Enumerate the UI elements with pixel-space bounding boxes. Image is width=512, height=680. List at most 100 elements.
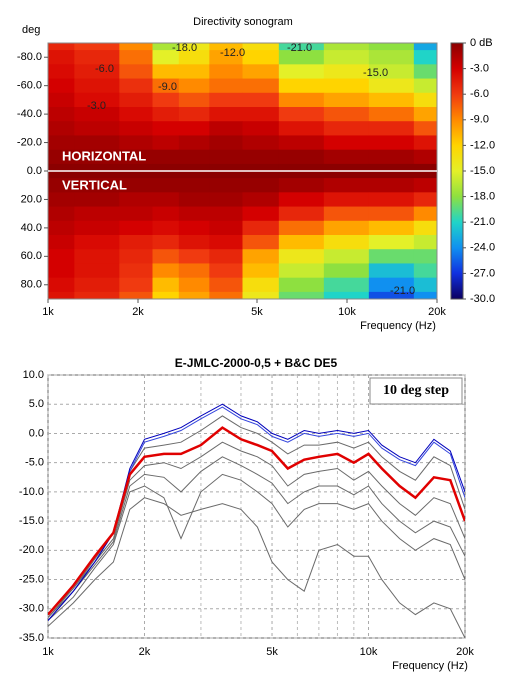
series-line	[48, 456, 465, 618]
heatmap-cell	[278, 235, 325, 250]
heatmap-cell	[323, 43, 370, 51]
x-tick-label: 5k	[266, 646, 278, 658]
heatmap-cell	[323, 121, 370, 136]
heatmap-cell	[413, 192, 438, 208]
x-tick-label: 20k	[456, 646, 474, 658]
series-line	[48, 441, 465, 615]
heatmap-cell	[119, 277, 153, 293]
y-tick-label: 5.0	[29, 398, 44, 410]
heatmap-cell	[152, 92, 180, 108]
heatmap-cell	[278, 220, 325, 236]
heatmap-cell	[152, 149, 180, 165]
x-axis-label: Frequency (Hz)	[360, 320, 436, 332]
plot-area	[47, 374, 466, 639]
heatmap-cell	[323, 192, 370, 208]
heatmap-cell	[152, 43, 180, 51]
heatmap-cell	[323, 206, 370, 222]
heatmap-cell	[242, 43, 280, 51]
heatmap-cell	[119, 220, 153, 236]
heatmap-cell	[323, 64, 370, 80]
y-tick-label: -15.0	[19, 515, 44, 527]
heatmap-cell	[323, 107, 370, 122]
heatmap-cell	[413, 178, 438, 193]
contour-label: -21.0	[287, 42, 312, 54]
y-tick-label: -60.0	[17, 80, 42, 92]
heatmap-cell	[413, 121, 438, 136]
heatmap-cell	[48, 107, 75, 122]
heatmap-cell	[278, 43, 325, 51]
heatmap-cell	[413, 235, 438, 250]
y-tick-label: -40.0	[17, 108, 42, 120]
heatmap-cell	[178, 149, 210, 165]
heatmap-cell	[178, 235, 210, 250]
heatmap-cell	[242, 107, 280, 122]
x-tick-label: 10k	[360, 646, 378, 658]
heatmap-cell	[178, 249, 210, 264]
heatmap-cell	[323, 235, 370, 250]
heatmap-cell	[119, 178, 153, 193]
heatmap-cell	[278, 263, 325, 279]
heatmap-cell	[152, 206, 180, 222]
y-tick-label: 60.0	[21, 250, 42, 262]
heatmap-cell	[74, 121, 120, 136]
heatmap-cell	[178, 291, 210, 300]
heatmap-cell	[178, 135, 210, 151]
contour-label: -18.0	[172, 42, 197, 54]
heatmap-cell	[209, 249, 243, 264]
annotation-box	[369, 377, 463, 405]
heatmap-cell	[152, 121, 180, 136]
y-tick-label: -20.0	[19, 544, 44, 556]
heatmap-cell	[278, 107, 325, 122]
heatmap-cell	[178, 220, 210, 236]
colorbar-label: -18.0	[470, 191, 495, 203]
heatmap-cell	[413, 92, 438, 108]
heatmap-cell	[278, 291, 325, 300]
x-tick-label: 2k	[132, 306, 144, 318]
contour-label: -21.0	[390, 285, 415, 297]
heatmap-cell	[278, 178, 325, 193]
heatmap-cell	[74, 50, 120, 65]
heatmap-cell	[74, 64, 120, 80]
heatmap-cell	[242, 78, 280, 94]
heatmap-cell	[178, 121, 210, 136]
heatmap-cell	[152, 277, 180, 293]
heatmap-cell	[152, 192, 180, 208]
heatmap-cell	[119, 291, 153, 300]
heatmap-cell	[178, 64, 210, 80]
heatmap-cell	[323, 277, 370, 293]
heatmap-cell	[242, 121, 280, 136]
heatmap-cell	[178, 107, 210, 122]
heatmap-cell	[209, 220, 243, 236]
heatmap-cell	[242, 92, 280, 108]
series-line	[48, 403, 465, 621]
heatmap-cell	[119, 263, 153, 279]
y-tick-label: -20.0	[17, 136, 42, 148]
chart-title: Directivity sonogram	[193, 16, 293, 28]
heatmap-cell	[48, 43, 75, 51]
y-tick-label: -80.0	[17, 51, 42, 63]
heatmap-cell	[152, 220, 180, 236]
heatmap-cell	[48, 263, 75, 279]
y-tick-label: -10.0	[19, 486, 44, 498]
heatmap-cell	[368, 107, 415, 122]
heatmap-cell	[413, 107, 438, 122]
y-tick-label: 0.0	[29, 427, 44, 439]
heatmap-cell	[74, 107, 120, 122]
y-axis-label: deg	[22, 24, 40, 36]
heatmap-cell	[242, 277, 280, 293]
heatmap-cell	[413, 277, 438, 293]
heatmap-cell	[48, 121, 75, 136]
heatmap-cell	[152, 78, 180, 94]
heatmap-cell	[48, 192, 75, 208]
heatmap-cell	[209, 50, 243, 65]
heatmap-cell	[48, 50, 75, 65]
heatmap-cell	[209, 64, 243, 80]
heatmap-cell	[278, 149, 325, 165]
heatmap-cell	[209, 121, 243, 136]
heatmap-cell	[323, 149, 370, 165]
heatmap-cell	[209, 92, 243, 108]
heatmap-cell	[209, 235, 243, 250]
heatmap-cell	[119, 192, 153, 208]
heatmap-cell	[74, 43, 120, 51]
